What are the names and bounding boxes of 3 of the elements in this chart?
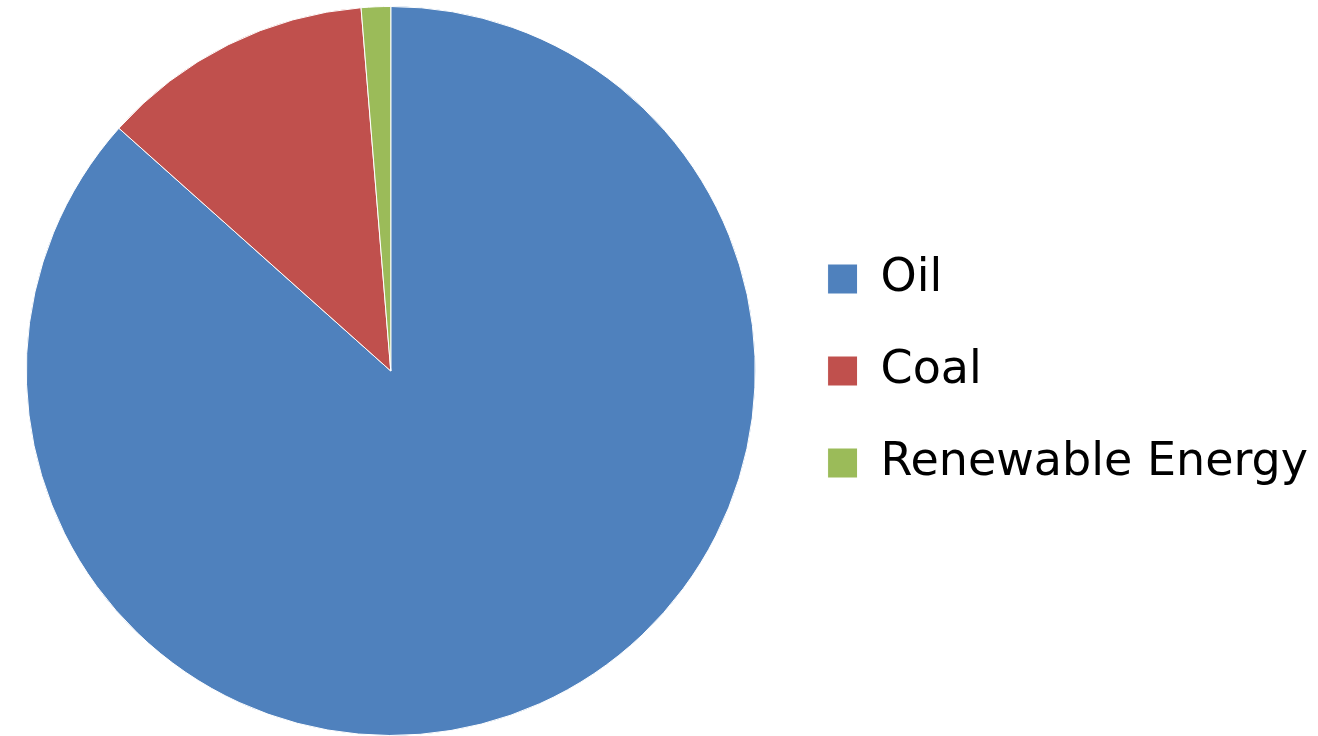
legend-label: Renewable Energy — [880, 431, 1309, 486]
legend-label: Oil — [880, 247, 943, 302]
legend-label: Coal — [880, 339, 982, 394]
